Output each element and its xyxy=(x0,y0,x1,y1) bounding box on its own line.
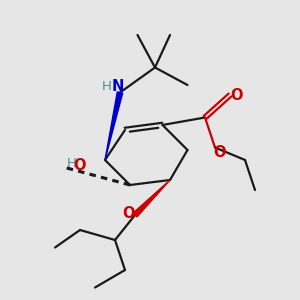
Text: O: O xyxy=(73,158,86,173)
Text: H: H xyxy=(66,157,76,170)
Text: O: O xyxy=(230,88,242,103)
Text: H: H xyxy=(101,80,111,93)
Polygon shape xyxy=(105,92,123,160)
Text: N: N xyxy=(112,79,124,94)
Text: O: O xyxy=(214,145,226,160)
Text: O: O xyxy=(122,206,135,221)
Polygon shape xyxy=(133,180,170,217)
